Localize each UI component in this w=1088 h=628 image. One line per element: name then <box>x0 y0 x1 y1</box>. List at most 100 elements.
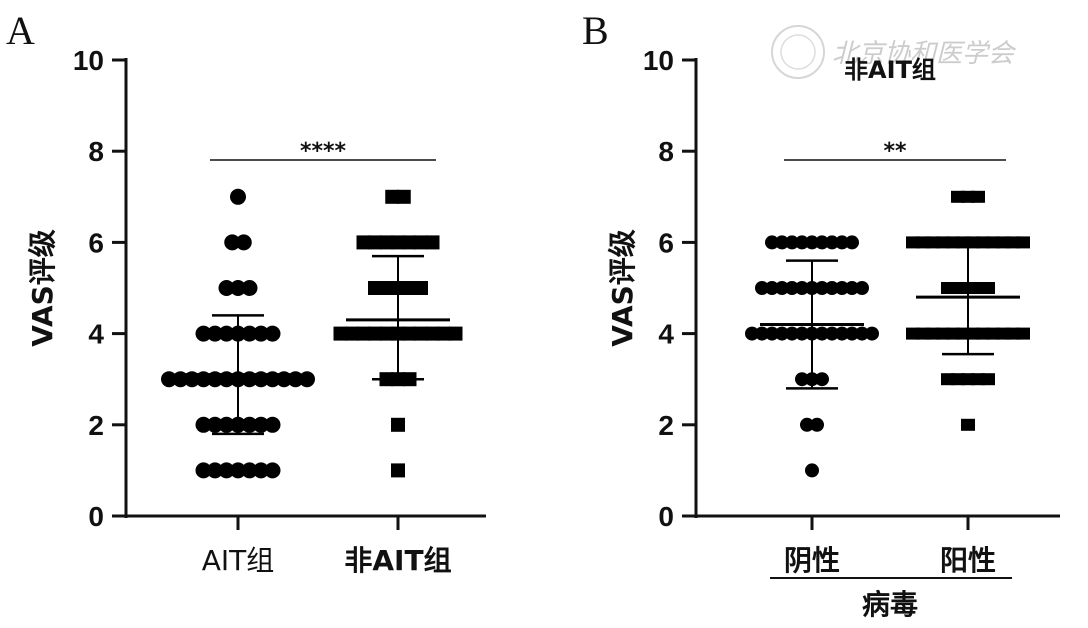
data-point <box>805 463 819 478</box>
data-point <box>345 326 359 341</box>
data-point <box>253 325 269 342</box>
data-point <box>391 235 405 250</box>
data-point <box>195 325 212 342</box>
data-point <box>287 371 304 388</box>
y-tick-label: 4 <box>658 319 674 350</box>
series-非AIT组 <box>333 189 463 478</box>
panel-letter: A <box>6 8 35 53</box>
data-point <box>437 326 451 341</box>
significance-label: **** <box>300 139 347 164</box>
data-point <box>253 462 269 479</box>
data-point <box>795 326 809 341</box>
data-point <box>805 235 819 250</box>
data-point <box>765 326 779 341</box>
x-category-label: AIT组 <box>202 544 275 577</box>
y-axis-label: VAS评级 <box>606 229 639 347</box>
data-point <box>745 326 759 341</box>
panels: A 0 2 4 6 8 10 VAS评级 AIT组 非AIT组 **** B 非AIT组 0 2 4 6 8 10 V… <box>6 8 1060 621</box>
y-tick-label: 0 <box>88 501 104 532</box>
panel-letter: B <box>582 8 609 53</box>
y-tick-label: 4 <box>88 319 104 350</box>
data-point <box>379 281 394 295</box>
data-point <box>825 281 839 295</box>
data-point <box>218 280 235 296</box>
data-point <box>218 325 235 342</box>
data-point <box>795 235 809 250</box>
data-point <box>865 326 879 341</box>
data-point <box>981 282 995 294</box>
y-tick-label: 2 <box>88 410 104 441</box>
data-point <box>815 235 829 250</box>
significance-label: ** <box>883 139 907 164</box>
data-point <box>195 462 212 479</box>
data-point <box>172 371 189 388</box>
data-point <box>207 325 223 342</box>
data-point <box>264 325 281 342</box>
data-point <box>379 235 394 250</box>
data-point <box>1016 236 1030 249</box>
data-point <box>775 281 789 295</box>
y-tick-label: 8 <box>658 136 674 167</box>
data-point <box>207 416 223 433</box>
data-point <box>333 326 348 341</box>
data-point <box>391 417 405 432</box>
data-point <box>368 281 382 295</box>
data-point <box>396 189 411 204</box>
y-tick-label: 2 <box>658 410 674 441</box>
data-point <box>207 462 223 479</box>
x-category-label: 非AIT组 <box>344 544 451 577</box>
data-point <box>815 326 829 341</box>
data-point <box>795 372 809 387</box>
data-point <box>795 281 809 295</box>
y-tick-label: 0 <box>658 501 674 532</box>
data-point <box>785 235 799 250</box>
series-阳性 <box>906 190 1030 431</box>
data-point <box>810 417 824 432</box>
data-point <box>971 190 985 203</box>
data-point <box>368 326 382 341</box>
data-point <box>825 235 839 250</box>
data-point <box>230 462 246 479</box>
data-point <box>253 416 269 433</box>
panel-title: 非AIT组 <box>844 56 936 84</box>
data-point <box>402 326 417 341</box>
data-point <box>785 326 799 341</box>
y-axis-label: VAS评级 <box>26 229 59 347</box>
data-point <box>195 416 212 433</box>
data-point <box>785 281 799 295</box>
data-point <box>385 189 400 204</box>
y-tick-label: 6 <box>88 227 104 258</box>
data-point <box>264 462 281 479</box>
data-point <box>981 373 995 386</box>
data-point <box>800 417 814 432</box>
data-point <box>224 234 241 251</box>
data-point <box>765 235 779 250</box>
data-point <box>414 281 428 295</box>
data-point <box>241 325 258 342</box>
data-point <box>815 281 829 295</box>
data-point <box>775 326 789 341</box>
y-tick-label: 10 <box>643 45 674 76</box>
watermark-seal-icon <box>771 25 825 79</box>
data-point <box>161 371 177 388</box>
x-category-label: 阴性 <box>784 544 840 577</box>
data-point <box>425 326 440 341</box>
data-point <box>241 462 258 479</box>
data-point <box>218 462 235 479</box>
data-point <box>425 235 440 250</box>
data-point <box>414 326 428 341</box>
data-point <box>448 326 463 341</box>
data-point <box>755 326 769 341</box>
y-tick-label: 8 <box>88 136 104 167</box>
data-point <box>230 280 246 296</box>
data-point <box>835 326 849 341</box>
x-axis-label: 病毒 <box>862 588 918 621</box>
data-point <box>241 416 258 433</box>
data-point <box>391 463 405 478</box>
data-point <box>368 235 382 250</box>
data-point <box>379 326 394 341</box>
data-point <box>402 235 417 250</box>
